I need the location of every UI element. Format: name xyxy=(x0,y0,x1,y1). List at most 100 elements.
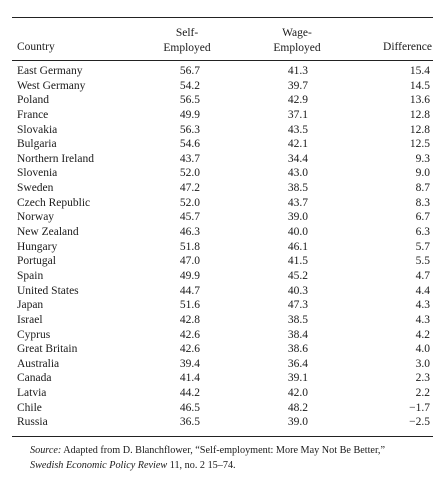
country-cell: Australia xyxy=(17,357,60,370)
country-cell: Chile xyxy=(17,401,42,414)
country-cell: United States xyxy=(17,284,79,297)
wage-employed-cell: 43.7 xyxy=(287,196,308,209)
wage-employed-cell: 39.1 xyxy=(287,372,308,385)
header-difference: Difference xyxy=(383,41,432,53)
self-employed-cell: 47.0 xyxy=(179,255,200,268)
difference-cell: 4.7 xyxy=(415,269,430,282)
table-row: Norway 45.7 39.0 6.7 xyxy=(0,210,448,225)
wage-employed-cell: 46.1 xyxy=(287,240,308,253)
self-employed-cell: 36.5 xyxy=(179,416,200,429)
wage-employed-cell: 42.9 xyxy=(287,94,308,107)
self-employed-cell: 56.7 xyxy=(179,65,200,77)
self-employed-cell: 49.9 xyxy=(179,108,200,121)
country-cell: New Zealand xyxy=(17,226,79,239)
table-row: New Zealand 46.3 40.0 6.3 xyxy=(0,225,448,240)
wage-employed-cell: 37.1 xyxy=(287,108,308,121)
difference-cell: 2.2 xyxy=(415,387,430,400)
top-rule xyxy=(12,17,433,18)
self-employed-cell: 42.6 xyxy=(179,343,200,356)
self-employed-cell: 42.6 xyxy=(179,328,200,341)
table-row: Bulgaria 54.6 42.1 12.5 xyxy=(0,137,448,152)
difference-cell: 5.5 xyxy=(415,255,430,268)
self-employed-cell: 49.9 xyxy=(179,269,200,282)
self-employed-cell: 56.5 xyxy=(179,94,200,107)
header-self-employed-line1: Self- xyxy=(175,27,199,39)
self-employed-cell: 45.7 xyxy=(179,211,200,224)
table-row: Australia 39.4 36.4 3.0 xyxy=(0,357,448,372)
wage-employed-cell: 39.0 xyxy=(287,416,308,429)
country-cell: Latvia xyxy=(17,387,47,400)
self-employed-cell: 42.8 xyxy=(179,313,200,326)
country-cell: Norway xyxy=(17,211,55,224)
table-row: France 49.9 37.1 12.8 xyxy=(0,108,448,123)
difference-cell: 4.2 xyxy=(415,328,430,341)
table-row: Northern Ireland 43.7 34.4 9.3 xyxy=(0,152,448,167)
table-row: Israel 42.8 38.5 4.3 xyxy=(0,313,448,328)
header-self-employed-line2: Employed xyxy=(163,42,211,54)
wage-employed-cell: 41.3 xyxy=(287,65,308,77)
difference-cell: 9.0 xyxy=(415,167,430,180)
difference-cell: 4.3 xyxy=(415,313,430,326)
country-cell: Bulgaria xyxy=(17,138,57,151)
self-employed-cell: 54.2 xyxy=(179,79,200,92)
difference-cell: −2.5 xyxy=(409,416,430,429)
self-employed-cell: 47.2 xyxy=(179,182,200,195)
difference-cell: 13.6 xyxy=(409,94,430,107)
country-cell: Canada xyxy=(17,372,52,385)
difference-cell: 5.7 xyxy=(415,240,430,253)
table-row: Spain 49.9 45.2 4.7 xyxy=(0,269,448,284)
difference-cell: 2.3 xyxy=(415,372,430,385)
self-employed-cell: 51.8 xyxy=(179,240,200,253)
table-row: Canada 41.4 39.1 2.3 xyxy=(0,371,448,386)
difference-cell: −1.7 xyxy=(409,401,430,414)
wage-employed-cell: 40.3 xyxy=(287,284,308,297)
self-employed-cell: 41.4 xyxy=(179,372,200,385)
wage-employed-cell: 38.5 xyxy=(287,313,308,326)
source-label: Source: xyxy=(30,445,62,456)
country-cell: Spain xyxy=(17,269,44,282)
self-employed-cell: 52.0 xyxy=(179,167,200,180)
self-employed-cell: 51.6 xyxy=(179,299,200,312)
wage-employed-cell: 48.2 xyxy=(287,401,308,414)
wage-employed-cell: 43.0 xyxy=(287,167,308,180)
table-row: Slovakia 56.3 43.5 12.8 xyxy=(0,123,448,138)
country-cell: Hungary xyxy=(17,240,58,253)
table-row: Poland 56.5 42.9 13.6 xyxy=(0,93,448,108)
source-text-2: 11, no. 2 15–74. xyxy=(167,460,236,471)
wage-employed-cell: 34.4 xyxy=(287,152,308,165)
table-row: United States 44.7 40.3 4.4 xyxy=(0,284,448,299)
difference-cell: 4.0 xyxy=(415,343,430,356)
table-row: Great Britain 42.6 38.6 4.0 xyxy=(0,342,448,357)
difference-cell: 6.3 xyxy=(415,226,430,239)
wage-employed-cell: 42.1 xyxy=(287,138,308,151)
self-employed-cell: 46.3 xyxy=(179,226,200,239)
table-row: Latvia 44.2 42.0 2.2 xyxy=(0,386,448,401)
header-self-employed: Self- Employed xyxy=(152,26,222,56)
self-employed-cell: 56.3 xyxy=(179,123,200,136)
country-cell: France xyxy=(17,108,49,121)
country-cell: Cyprus xyxy=(17,328,51,341)
difference-cell: 4.4 xyxy=(415,284,430,297)
self-employed-cell: 54.6 xyxy=(179,138,200,151)
source-journal: Swedish Economic Policy Review xyxy=(30,460,168,471)
wage-employed-cell: 38.6 xyxy=(287,343,308,356)
wage-employed-cell: 47.3 xyxy=(287,299,308,312)
difference-cell: 12.5 xyxy=(409,138,430,151)
difference-cell: 8.7 xyxy=(415,182,430,195)
table-row: Sweden 47.2 38.5 8.7 xyxy=(0,181,448,196)
difference-cell: 6.7 xyxy=(415,211,430,224)
table-row: Czech Republic 52.0 43.7 8.3 xyxy=(0,196,448,211)
table-row: Portugal 47.0 41.5 5.5 xyxy=(0,254,448,269)
wage-employed-cell: 41.5 xyxy=(287,255,308,268)
wage-employed-cell: 45.2 xyxy=(287,269,308,282)
difference-cell: 8.3 xyxy=(415,196,430,209)
wage-employed-cell: 38.5 xyxy=(287,182,308,195)
table-row: West Germany 54.2 39.7 14.5 xyxy=(0,79,448,94)
country-cell: Slovenia xyxy=(17,167,58,180)
self-employed-cell: 44.7 xyxy=(179,284,200,297)
header-country: Country xyxy=(17,41,55,53)
table-row: Cyprus 42.6 38.4 4.2 xyxy=(0,328,448,343)
difference-cell: 3.0 xyxy=(415,357,430,370)
wage-employed-cell: 36.4 xyxy=(287,357,308,370)
wage-employed-cell: 39.0 xyxy=(287,211,308,224)
